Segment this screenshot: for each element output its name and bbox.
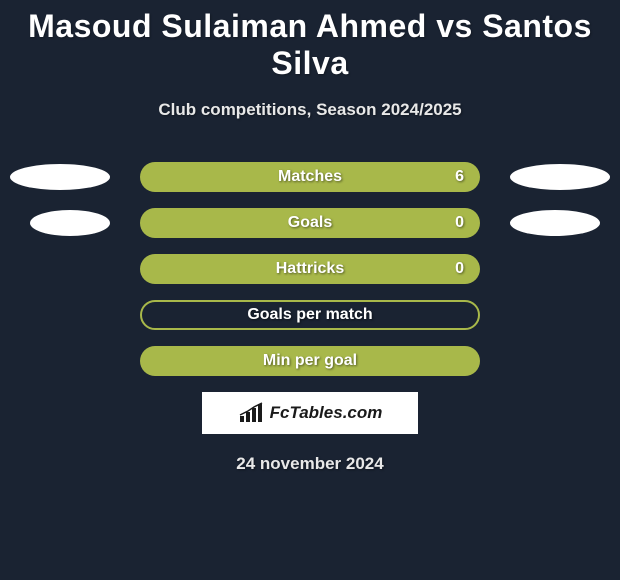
bars-chart-icon — [238, 402, 264, 424]
stat-bar: Matches 6 — [140, 162, 480, 192]
right-player-marker — [510, 210, 600, 236]
page-title: Masoud Sulaiman Ahmed vs Santos Silva — [0, 8, 620, 82]
stat-bar: Hattricks 0 — [140, 254, 480, 284]
left-player-marker — [10, 164, 110, 190]
right-player-marker — [510, 164, 610, 190]
logo-text: FcTables.com — [270, 403, 383, 423]
stats-comparison-card: Masoud Sulaiman Ahmed vs Santos Silva Cl… — [0, 0, 620, 474]
stat-row-min-per-goal: Min per goal — [0, 346, 620, 376]
stat-bar: Goals per match — [140, 300, 480, 330]
left-player-marker — [30, 210, 110, 236]
stat-value: 0 — [455, 214, 464, 232]
stat-label: Min per goal — [263, 352, 357, 370]
stat-label: Matches — [278, 168, 342, 186]
stat-label: Hattricks — [276, 260, 344, 278]
stat-label: Goals — [288, 214, 332, 232]
stat-bar: Min per goal — [140, 346, 480, 376]
stat-row-matches: Matches 6 — [0, 162, 620, 192]
snapshot-date: 24 november 2024 — [0, 454, 620, 474]
stat-row-goals: Goals 0 — [0, 208, 620, 238]
stat-bar: Goals 0 — [140, 208, 480, 238]
season-subtitle: Club competitions, Season 2024/2025 — [0, 100, 620, 120]
stat-row-hattricks: Hattricks 0 — [0, 254, 620, 284]
stat-row-goals-per-match: Goals per match — [0, 300, 620, 330]
stat-label: Goals per match — [247, 306, 372, 324]
stats-rows: Matches 6 Goals 0 Hattricks 0 Goals — [0, 162, 620, 376]
stat-value: 6 — [455, 168, 464, 186]
source-logo: FcTables.com — [202, 392, 418, 434]
stat-value: 0 — [455, 260, 464, 278]
